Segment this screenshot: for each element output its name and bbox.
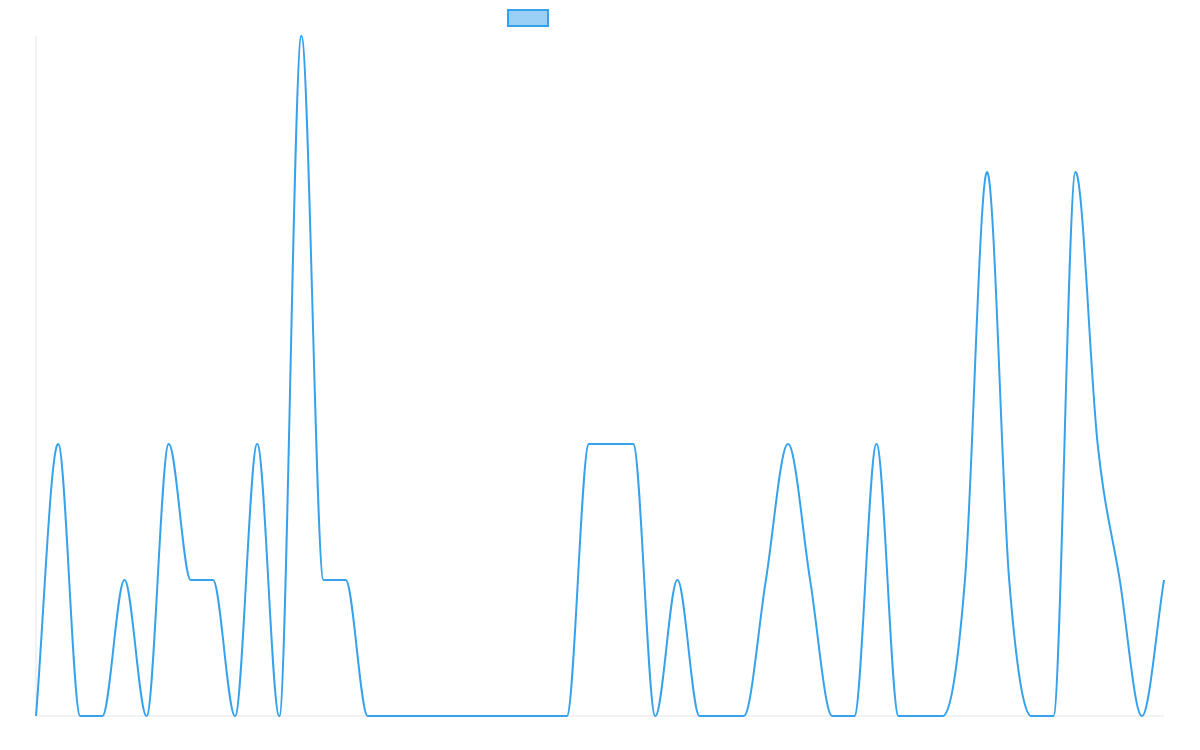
data-point[interactable] bbox=[298, 33, 304, 39]
data-point[interactable] bbox=[630, 441, 636, 447]
data-point[interactable] bbox=[1117, 577, 1123, 583]
data-point[interactable] bbox=[940, 713, 946, 719]
data-point[interactable] bbox=[497, 713, 503, 719]
data-point[interactable] bbox=[1006, 577, 1012, 583]
data-point[interactable] bbox=[741, 713, 747, 719]
data-point[interactable] bbox=[674, 577, 680, 583]
data-point[interactable] bbox=[144, 713, 150, 719]
data-point[interactable] bbox=[33, 713, 39, 719]
data-point[interactable] bbox=[431, 713, 437, 719]
data-point[interactable] bbox=[188, 577, 194, 583]
data-point[interactable] bbox=[785, 441, 791, 447]
data-point[interactable] bbox=[475, 713, 481, 719]
data-point[interactable] bbox=[763, 577, 769, 583]
data-point[interactable] bbox=[453, 713, 459, 719]
data-point[interactable] bbox=[918, 713, 924, 719]
data-point[interactable] bbox=[520, 713, 526, 719]
data-point[interactable] bbox=[276, 713, 282, 719]
data-point[interactable] bbox=[387, 713, 393, 719]
data-point[interactable] bbox=[365, 713, 371, 719]
data-point[interactable] bbox=[829, 713, 835, 719]
data-point[interactable] bbox=[1028, 713, 1034, 719]
data-point[interactable] bbox=[896, 713, 902, 719]
data-point[interactable] bbox=[166, 441, 172, 447]
data-point[interactable] bbox=[807, 577, 813, 583]
data-point[interactable] bbox=[586, 441, 592, 447]
plot-area bbox=[33, 33, 1167, 719]
data-point[interactable] bbox=[121, 577, 127, 583]
data-point[interactable] bbox=[343, 577, 349, 583]
data-point[interactable] bbox=[1139, 713, 1145, 719]
data-point[interactable] bbox=[697, 713, 703, 719]
data-point[interactable] bbox=[409, 713, 415, 719]
data-point[interactable] bbox=[77, 713, 83, 719]
axes bbox=[35, 36, 1164, 717]
data-point[interactable] bbox=[254, 441, 260, 447]
data-point[interactable] bbox=[608, 441, 614, 447]
data-point[interactable] bbox=[210, 577, 216, 583]
series-line bbox=[35, 35, 1165, 717]
legend-swatch[interactable] bbox=[507, 9, 549, 27]
data-point[interactable] bbox=[984, 169, 990, 175]
data-point[interactable] bbox=[232, 713, 238, 719]
data-point[interactable] bbox=[652, 713, 658, 719]
data-point[interactable] bbox=[962, 577, 968, 583]
legend[interactable] bbox=[507, 9, 549, 27]
data-point[interactable] bbox=[542, 713, 548, 719]
data-point[interactable] bbox=[1073, 169, 1079, 175]
data-point[interactable] bbox=[1161, 577, 1167, 583]
data-point[interactable] bbox=[873, 441, 879, 447]
data-point[interactable] bbox=[99, 713, 105, 719]
data-point[interactable] bbox=[1095, 441, 1101, 447]
data-point[interactable] bbox=[851, 713, 857, 719]
data-point[interactable] bbox=[321, 577, 327, 583]
data-point[interactable] bbox=[564, 713, 570, 719]
data-point[interactable] bbox=[719, 713, 725, 719]
data-point[interactable] bbox=[55, 441, 61, 447]
data-point[interactable] bbox=[1050, 713, 1056, 719]
